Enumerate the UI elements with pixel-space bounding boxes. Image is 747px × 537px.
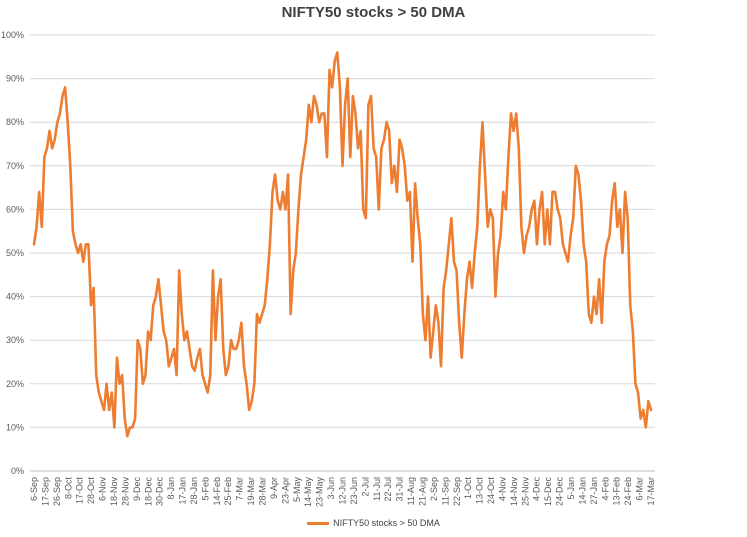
x-tick-label: 11-Sep bbox=[440, 477, 450, 505]
x-tick-label: 4-Dec bbox=[532, 477, 542, 502]
x-tick-label: 2-Jul bbox=[360, 477, 370, 497]
x-tick-label: 25-Feb bbox=[223, 477, 233, 506]
x-tick-label: 22-Sep bbox=[452, 477, 462, 506]
x-tick-label: 17-Sep bbox=[40, 477, 50, 506]
x-tick-label: 18-Nov bbox=[109, 477, 119, 507]
x-tick-label: 7-Mar bbox=[235, 477, 245, 501]
x-tick-label: 2-Sep bbox=[429, 477, 439, 501]
x-tick-label: 28-Mar bbox=[258, 477, 268, 506]
y-tick-label: 80% bbox=[6, 117, 24, 127]
y-tick-label: 100% bbox=[1, 30, 24, 40]
x-tick-label: 12-Jun bbox=[338, 477, 348, 505]
x-tick-label: 21-Aug bbox=[417, 477, 427, 506]
x-tick-label: 22-Jul bbox=[383, 477, 393, 502]
x-tick-label: 23-Apr bbox=[280, 477, 290, 504]
x-tick-label: 9-Apr bbox=[269, 477, 279, 499]
series-layer bbox=[32, 51, 653, 438]
x-tick-label: 17-Oct bbox=[75, 477, 85, 505]
x-tick-label: 23-May bbox=[315, 477, 325, 508]
legend: NIFTY50 stocks > 50 DMA bbox=[0, 518, 747, 528]
x-tick-label: 28-Oct bbox=[86, 477, 96, 505]
y-tick-label: 60% bbox=[6, 204, 24, 214]
x-tick-label: 6-Nov bbox=[98, 477, 108, 502]
x-tick-label: 26-Sep bbox=[52, 477, 62, 506]
x-tick-label: 6-Mar bbox=[635, 477, 645, 501]
x-tick-label: 8-Jan bbox=[166, 477, 176, 500]
x-tick-label: 11-Jul bbox=[372, 477, 382, 501]
x-tick-label: 14-Feb bbox=[212, 477, 222, 506]
y-tick-label: 20% bbox=[6, 379, 24, 389]
x-tick-label: 24-Oct bbox=[486, 477, 496, 505]
x-tick-label: 25-Nov bbox=[520, 477, 530, 507]
x-tick-label: 27-Jan bbox=[589, 477, 599, 505]
series-line bbox=[32, 51, 653, 438]
x-axis-ticks: 6-Sep 17-Sep 26-Sep 8-Oct 17-Oct 28-Oct 6-Nov 1… bbox=[29, 477, 656, 508]
x-tick-label: 17-Mar bbox=[646, 477, 656, 506]
x-tick-label: 28-Nov bbox=[120, 477, 130, 507]
x-tick-label: 9-Dec bbox=[132, 477, 142, 502]
x-tick-label: 5-Jan bbox=[566, 477, 576, 500]
x-tick-label: 4-Feb bbox=[600, 477, 610, 501]
x-tick-label: 18-Dec bbox=[143, 477, 153, 507]
x-tick-label: 28-Jan bbox=[189, 477, 199, 505]
y-tick-label: 50% bbox=[6, 248, 24, 258]
x-tick-label: 5-Feb bbox=[200, 477, 210, 501]
x-tick-label: 24-Feb bbox=[623, 477, 633, 506]
y-tick-label: 70% bbox=[6, 161, 24, 171]
legend-swatch bbox=[307, 522, 330, 526]
x-tick-label: 19-Mar bbox=[246, 477, 256, 506]
x-tick-label: 23-Jun bbox=[349, 477, 359, 505]
x-tick-label: 5-May bbox=[292, 477, 302, 503]
x-tick-label: 13-Feb bbox=[612, 477, 622, 506]
x-tick-label: 4-Nov bbox=[497, 477, 507, 502]
x-tick-label: 6-Sep bbox=[29, 477, 39, 501]
chart-title: NIFTY50 stocks > 50 DMA bbox=[281, 4, 466, 21]
x-tick-label: 24-Dec bbox=[555, 477, 565, 507]
y-tick-label: 40% bbox=[6, 292, 24, 302]
x-tick-label: 3-Jun bbox=[326, 477, 336, 500]
x-tick-label: 1-Oct bbox=[463, 477, 473, 500]
x-tick-label: 11-Aug bbox=[406, 477, 416, 505]
y-tick-label: 10% bbox=[6, 422, 24, 432]
y-axis-ticks: 0% 10% 20% 30% 40% 50% 60% 70% 80% 90% 100% bbox=[1, 30, 24, 476]
x-tick-label: 31-Jul bbox=[395, 477, 405, 502]
x-tick-label: 8-Oct bbox=[63, 477, 73, 500]
x-tick-label: 14-Nov bbox=[509, 477, 519, 507]
y-tick-label: 30% bbox=[6, 335, 24, 345]
x-tick-label: 17-Jan bbox=[178, 477, 188, 505]
x-tick-label: 15-Dec bbox=[543, 477, 553, 507]
x-tick-label: 14-May bbox=[303, 477, 313, 508]
x-tick-label: 13-Oct bbox=[475, 477, 485, 505]
x-tick-label: 30-Dec bbox=[155, 477, 165, 507]
y-tick-label: 0% bbox=[11, 466, 24, 476]
x-tick-label: 14-Jan bbox=[577, 477, 587, 505]
y-tick-label: 90% bbox=[6, 74, 24, 84]
legend-label: NIFTY50 stocks > 50 DMA bbox=[333, 518, 440, 528]
